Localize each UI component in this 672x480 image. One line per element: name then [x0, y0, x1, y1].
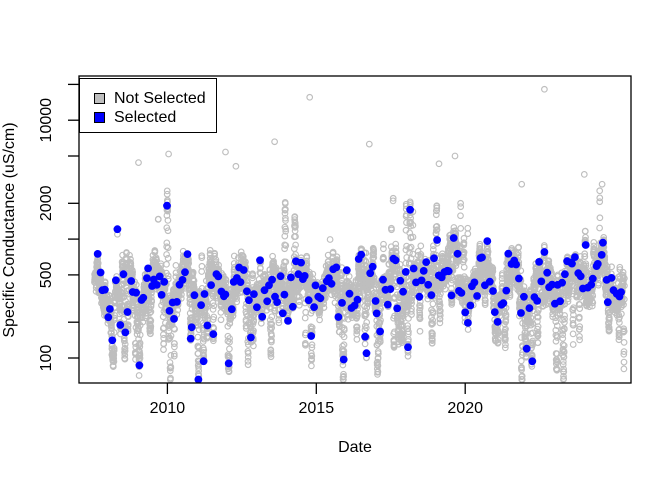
- x-tick-label: 2015: [299, 400, 335, 417]
- x-tick-label: 2010: [150, 400, 186, 417]
- x-tick-label: 2020: [447, 400, 483, 417]
- y-axis-title: Specific Conductance (uS/cm): [1, 122, 18, 338]
- x-axis-title: Date: [338, 439, 372, 456]
- y-tick-label: 100: [38, 345, 55, 372]
- plot-frame: [78, 75, 632, 384]
- axis-ticks: [68, 83, 466, 394]
- legend-item-not-selected: Not Selected: [94, 89, 216, 108]
- y-tick-label: 2000: [38, 185, 55, 221]
- y-tick-label: 500: [38, 261, 55, 288]
- selected-swatch-icon: [94, 112, 105, 123]
- legend: Not Selected Selected: [79, 78, 217, 133]
- legend-label-not-selected: Not Selected: [114, 89, 206, 107]
- legend-label-selected: Selected: [114, 108, 177, 126]
- y-tick-label: 10000: [38, 98, 55, 143]
- series-selected: [93, 201, 625, 384]
- not-selected-swatch-icon: [94, 93, 105, 104]
- legend-item-selected: Selected: [94, 108, 216, 127]
- axis-tick-labels: 2010 2015 2020 100 500 2000 10000: [38, 98, 483, 417]
